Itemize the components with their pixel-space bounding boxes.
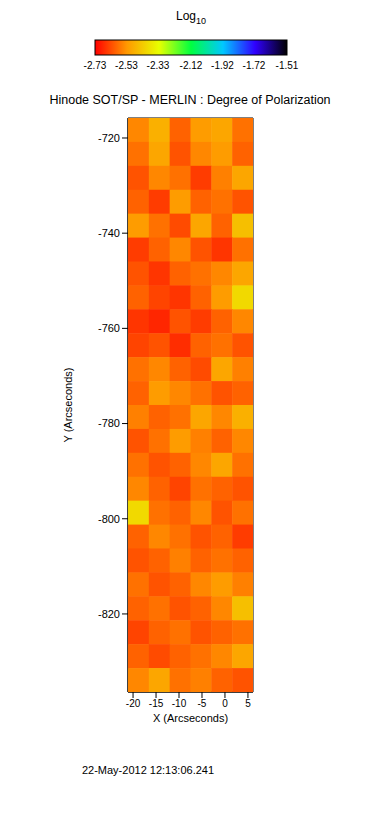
svg-text:-1.72: -1.72 — [243, 60, 266, 71]
svg-text:-2.73: -2.73 — [84, 60, 107, 71]
svg-text:-820: -820 — [98, 608, 120, 620]
svg-text:Hinode SOT/SP - MERLIN : Degre: Hinode SOT/SP - MERLIN : Degree of Polar… — [49, 93, 330, 107]
svg-text:-720: -720 — [98, 132, 120, 144]
svg-text:-800: -800 — [98, 513, 120, 525]
svg-text:-2.33: -2.33 — [147, 60, 170, 71]
svg-text:-780: -780 — [98, 417, 120, 429]
svg-text:-740: -740 — [98, 227, 120, 239]
svg-text:Log10: Log10 — [176, 9, 206, 26]
svg-text:22-May-2012 12:13:06.241: 22-May-2012 12:13:06.241 — [82, 764, 214, 776]
svg-text:-760: -760 — [98, 322, 120, 334]
svg-text:Y (Arcseconds): Y (Arcseconds) — [62, 368, 74, 443]
svg-text:5: 5 — [245, 698, 251, 709]
svg-text:-20: -20 — [126, 698, 141, 709]
svg-text:-2.53: -2.53 — [115, 60, 138, 71]
svg-text:X (Arcseconds): X (Arcseconds) — [153, 712, 228, 724]
svg-text:-5: -5 — [198, 698, 207, 709]
svg-text:-10: -10 — [172, 698, 187, 709]
svg-text:-1.51: -1.51 — [276, 60, 299, 71]
svg-text:-15: -15 — [149, 698, 164, 709]
svg-text:-1.92: -1.92 — [211, 60, 234, 71]
svg-text:0: 0 — [222, 698, 228, 709]
svg-text:-2.12: -2.12 — [180, 60, 203, 71]
